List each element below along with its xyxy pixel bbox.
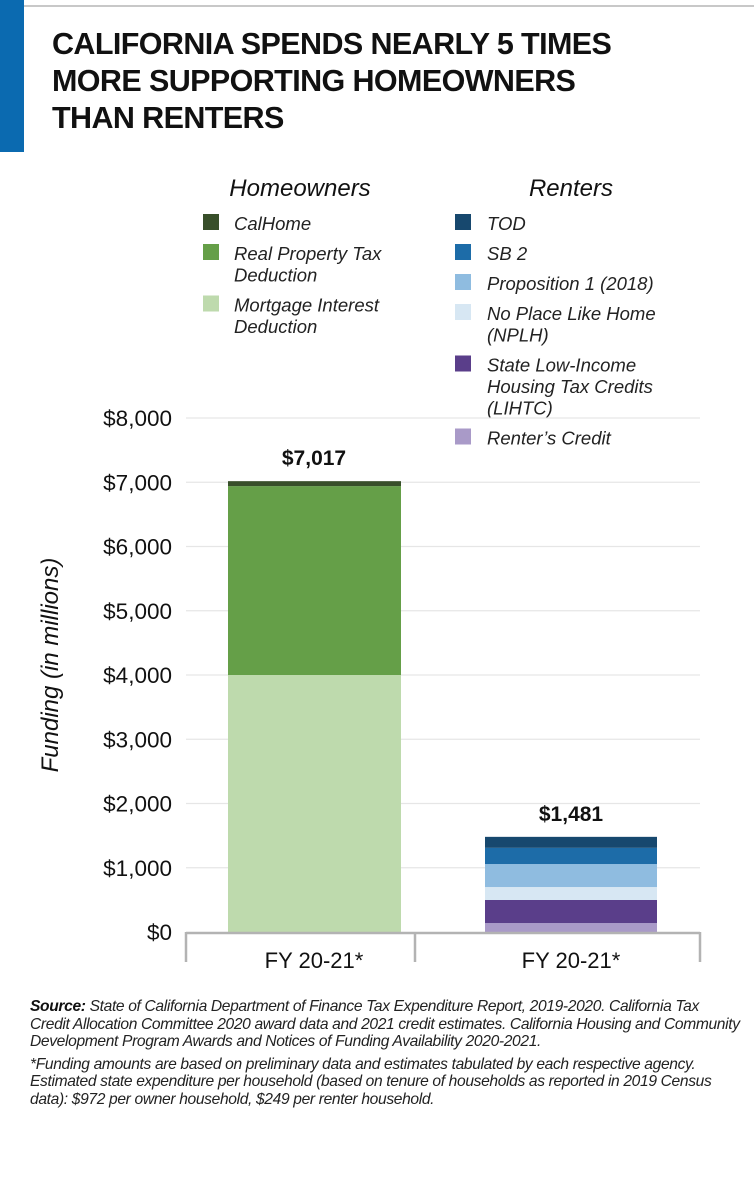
legend-label: Proposition 1 (2018) (487, 273, 654, 294)
bar-segment (485, 923, 657, 932)
legend-swatch (455, 428, 471, 445)
bar-segment (485, 836, 657, 848)
legend-label: CalHome (234, 213, 311, 234)
x-tick-label: FY 20-21* (265, 948, 364, 973)
legend-item: TOD (455, 213, 526, 234)
y-tick-label: $1,000 (103, 856, 172, 881)
legend-label: No Place Like Home (487, 303, 656, 324)
title-line: CALIFORNIA SPENDS NEARLY 5 TIMES (52, 27, 612, 61)
legend-item: CalHome (203, 213, 311, 234)
legend-label: Mortgage Interest (234, 295, 380, 316)
legend-item: SB 2 (455, 243, 528, 264)
total-data-label: $7,017 (282, 447, 346, 470)
notes: Source: State of California Department o… (30, 998, 742, 1113)
legend-label: (NPLH) (487, 325, 549, 346)
y-tick-label: $4,000 (103, 663, 172, 688)
y-tick-label: $2,000 (103, 792, 172, 817)
legend-swatch (455, 244, 471, 260)
bar-segment (228, 486, 401, 675)
legend-label: Deduction (234, 316, 317, 337)
source-note: Source: State of California Department o… (30, 998, 742, 1051)
accent-bar (0, 0, 24, 152)
legend-label: State Low-Income (487, 355, 636, 376)
legend-swatch (203, 295, 219, 312)
y-tick-label: $3,000 (103, 727, 172, 752)
bar-group-homeowners: $7,017 (228, 447, 401, 932)
x-axis: FY 20-21* FY 20-21* (184, 931, 702, 973)
legend-label: TOD (487, 213, 526, 234)
title-line: THAN RENTERS (52, 101, 284, 135)
legend-item: Renter’s Credit (455, 428, 612, 449)
legend-item: No Place Like Home(NPLH) (455, 303, 656, 346)
y-tick-label: $0 (147, 920, 172, 945)
bar-group-renters: $1,481 (485, 803, 657, 932)
bar-segment (485, 900, 657, 924)
bar-segment (228, 481, 401, 487)
legend-heading: Renters (529, 175, 613, 202)
legend-swatch (203, 244, 219, 260)
x-tick-label: FY 20-21* (522, 948, 621, 973)
legend-item: Proposition 1 (2018) (455, 273, 654, 294)
legend-label: Deduction (234, 265, 317, 286)
bars: $7,017 $1,481 (228, 447, 657, 932)
legend-label: Renter’s Credit (487, 428, 612, 449)
total-data-label: $1,481 (539, 803, 604, 826)
y-tick-label: $7,000 (103, 470, 172, 495)
y-tick-label: $6,000 (103, 535, 172, 560)
bar-segment (228, 675, 401, 932)
y-axis-ticks: $0 $1,000 $2,000 $3,000 $4,000 $5,000 $6,000 $7… (103, 406, 172, 945)
legend-swatch (455, 304, 471, 320)
legend-swatch (455, 214, 471, 230)
top-rule (24, 5, 754, 7)
legend-label: SB 2 (487, 243, 528, 264)
footnote: *Funding amounts are based on preliminar… (30, 1055, 712, 1108)
legend-swatch (203, 214, 219, 230)
legend-label: (LIHTC) (487, 398, 553, 419)
title-line: MORE SUPPORTING HOMEOWNERS (52, 64, 576, 98)
y-tick-label: $8,000 (103, 406, 172, 431)
source-label: Source: (30, 998, 86, 1015)
legend-label: Real Property Tax (234, 243, 382, 264)
y-tick-label: $5,000 (103, 599, 172, 624)
page-title: CALIFORNIA SPENDS NEARLY 5 TIMES MORE SU… (52, 26, 732, 137)
legend-swatch (455, 355, 471, 372)
bar-segment (485, 864, 657, 888)
bar-segment (485, 887, 657, 901)
legend-swatch (455, 274, 471, 290)
source-text: State of California Department of Financ… (30, 998, 740, 1050)
legend-heading: Homeowners (229, 175, 370, 202)
legend-label: Housing Tax Credits (487, 376, 653, 397)
bar-segment (485, 847, 657, 865)
y-axis-label: Funding (in millions) (37, 558, 64, 773)
